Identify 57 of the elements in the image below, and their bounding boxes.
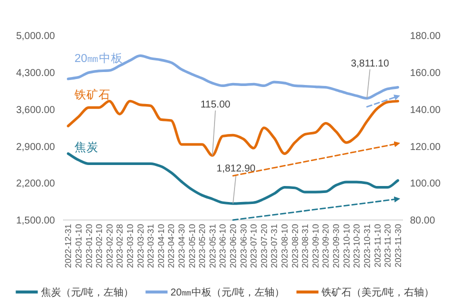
y2-tick-label: 140.00 (410, 104, 442, 116)
x-tick-label: 2023-10-31 (362, 224, 372, 268)
x-tick-label: 2023-11-10 (372, 224, 382, 268)
y2-tick-label: 160.00 (410, 68, 442, 80)
data-label: 3,811.10 (350, 58, 390, 70)
y-tick-label: 2,200.00 (16, 178, 56, 190)
x-tick-label: 2023-05-10 (186, 224, 197, 268)
x-tick-label: 2023-03-20 (135, 224, 146, 268)
x-tick-label: 2023-10-20 (352, 224, 362, 268)
y2-tick-label: 120.00 (410, 142, 442, 153)
x-tick-label: 2023-07-31 (269, 224, 280, 268)
x-tick-label: 2023-09-30 (331, 224, 342, 268)
x-tick-label: 2022-12-31 (63, 224, 74, 268)
data-label: 1,812.90 (216, 164, 256, 175)
x-tick-label: 2023-03-10 (124, 224, 135, 268)
y2-tick-label: 180.00 (410, 31, 442, 42)
x-tick-label: 2023-07-20 (258, 224, 269, 268)
x-tick-label: 2023-11-20 (382, 224, 393, 268)
x-tick-label: 2023-02-28 (114, 224, 125, 268)
y2-tick-label: 100.00 (410, 178, 442, 190)
data-label: 115.00 (200, 99, 231, 110)
x-tick-label: 2023-05-20 (197, 224, 208, 268)
line-series (66, 54, 400, 100)
line-series (66, 100, 400, 157)
x-tick-label: 2023-04-10 (156, 224, 166, 268)
y2-tick-label: 80.00 (410, 216, 436, 226)
x-tick-label: 2023-01-20 (84, 224, 94, 268)
y-tick-label: 2,900.00 (16, 142, 56, 153)
x-tick-label: 2023-08-31 (300, 224, 310, 268)
y-tick-label: 1,500.00 (16, 216, 56, 226)
x-tick-label: 2023-08-20 (290, 224, 300, 268)
y-tick-label: 5,000.00 (16, 31, 56, 42)
annotation: 20㎜中板 (74, 52, 124, 65)
line-series (66, 152, 400, 205)
x-tick-label: 2023-09-20 (320, 224, 331, 268)
x-tick-label: 2023-09-10 (310, 224, 320, 268)
x-tick-label: 2023-02-20 (104, 224, 114, 268)
x-tick-label: 2023-01-10 (73, 224, 84, 268)
x-tick-label: 2023-10-10 (341, 224, 352, 268)
x-tick-label: 2023-03-31 (146, 224, 156, 268)
x-tick-label: 2023-02-10 (94, 224, 104, 268)
y-tick-label: 3,600.00 (16, 104, 56, 116)
x-tick-label: 2023-04-30 (176, 224, 186, 268)
y-tick-label: 4,300.00 (16, 68, 56, 80)
x-tick-label: 2023-04-20 (166, 224, 176, 268)
legend-label: 焦炭（元/吨，左轴） (40, 286, 134, 298)
x-tick-label: 2023-11-30 (392, 224, 403, 268)
x-tick-label: 2023-06-10 (218, 224, 228, 268)
annotation: 焦炭 (74, 140, 98, 154)
x-tick-label: 2023-07-10 (248, 224, 259, 268)
x-tick-label: 2023-06-30 (238, 224, 248, 268)
legend-label: 20㎜中板（元/吨，左轴） (170, 286, 284, 298)
x-tick-label: 2023-08-10 (280, 224, 290, 268)
legend-label: 铁矿石（美元/吨，右轴） (320, 286, 434, 298)
annotation: 铁矿石 (73, 88, 110, 102)
x-tick-label: 2023-06-20 (228, 224, 238, 268)
x-tick-label: 2023-05-31 (207, 224, 218, 268)
